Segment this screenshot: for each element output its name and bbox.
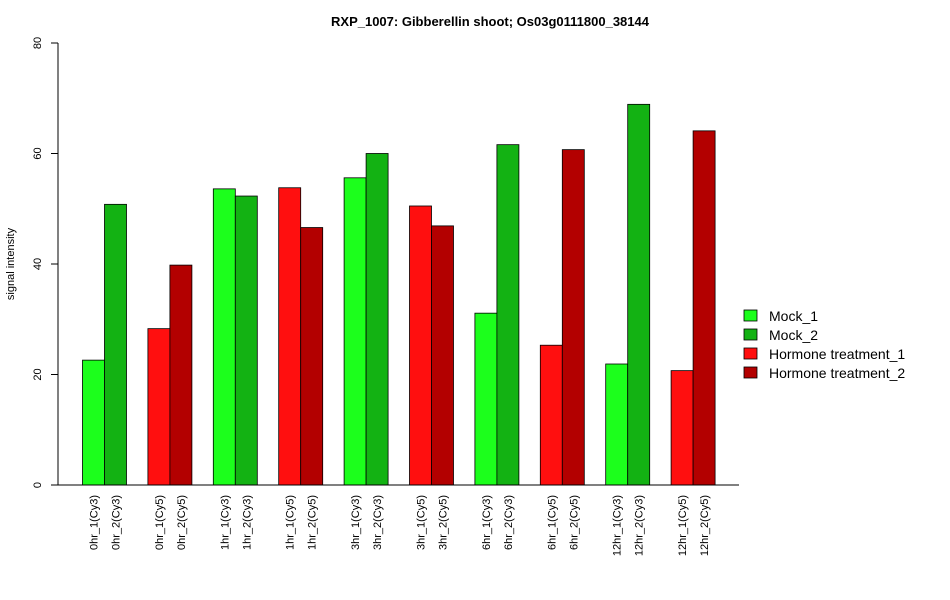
bar-1hr_2(Cy5)	[300, 227, 324, 486]
bar-1hr_1(Cy5)	[278, 187, 302, 486]
bar-12hr_2(Cy5)	[692, 130, 716, 486]
bar-0hr_2(Cy3)	[104, 203, 127, 486]
y-axis-label: signal intensity	[5, 227, 17, 300]
y-tick-label: 80	[32, 37, 44, 49]
x-tick-label: 6hr_2(Cy5)	[568, 495, 580, 550]
bar-1hr_1(Cy3)	[212, 188, 236, 486]
x-tick-label: 3hr_2(Cy3)	[372, 495, 384, 550]
bar-6hr_2(Cy3)	[496, 144, 520, 486]
legend-swatch	[743, 328, 758, 341]
x-axis: 0hr_1(Cy3) 0hr_2(Cy3) 0hr_1(Cy5) 0hr_2(Cy5)…	[58, 484, 739, 556]
bar-6hr_1(Cy3)	[474, 312, 498, 486]
y-tick-label: 60	[32, 147, 44, 159]
x-tick-label: 12hr_2(Cy3)	[634, 495, 646, 556]
chart-title: RXP_1007: Gibberellin shoot; Os03g011180…	[331, 14, 650, 29]
y-axis: 0 20 40 60 80	[32, 37, 59, 488]
legend-swatch	[743, 366, 758, 379]
bar-3hr_2(Cy3)	[365, 153, 389, 486]
legend-label: Hormone treatment_2	[769, 365, 905, 381]
x-tick-label: 12hr_1(Cy5)	[677, 495, 689, 556]
x-tick-label: 1hr_2(Cy3)	[241, 495, 253, 550]
y-tick-label: 40	[32, 258, 44, 270]
x-tick-label: 6hr_1(Cy5)	[546, 495, 558, 550]
x-tick-label: 12hr_1(Cy3)	[612, 495, 624, 556]
bar-12hr_2(Cy3)	[627, 103, 651, 486]
bar-6hr_2(Cy5)	[561, 149, 585, 486]
bar-6hr_1(Cy5)	[539, 344, 563, 486]
x-tick-label: 1hr_1(Cy5)	[285, 495, 297, 550]
bar-12hr_1(Cy3)	[605, 363, 629, 486]
x-tick-label: 0hr_2(Cy5)	[176, 495, 188, 550]
x-tick-label: 0hr_1(Cy3)	[89, 495, 101, 550]
bar-0hr_1(Cy3)	[82, 359, 105, 486]
legend-swatch	[743, 347, 758, 360]
legend-label: Hormone treatment_1	[769, 346, 905, 362]
x-tick-label: 1hr_1(Cy3)	[219, 495, 231, 550]
x-tick-label: 12hr_2(Cy5)	[699, 495, 711, 556]
x-tick-label: 6hr_1(Cy3)	[481, 495, 493, 550]
bar-3hr_1(Cy3)	[343, 177, 367, 486]
legend-label: Mock_2	[769, 327, 818, 343]
y-tick-label: 20	[32, 368, 44, 380]
x-tick-label: 1hr_2(Cy5)	[307, 495, 319, 550]
bar-3hr_1(Cy5)	[409, 205, 432, 486]
x-tick-label: 3hr_2(Cy5)	[438, 495, 450, 550]
x-tick-label: 0hr_1(Cy5)	[154, 495, 166, 550]
x-tick-label: 6hr_2(Cy3)	[503, 495, 515, 550]
bar-0hr_2(Cy5)	[169, 264, 193, 486]
bar-3hr_2(Cy5)	[431, 225, 454, 486]
plot-area	[82, 103, 716, 486]
bar-12hr_1(Cy5)	[670, 370, 694, 486]
y-tick-label: 0	[32, 482, 44, 488]
bar-0hr_1(Cy5)	[147, 328, 171, 486]
x-tick-label: 3hr_1(Cy3)	[350, 495, 362, 550]
legend-label: Mock_1	[769, 308, 818, 324]
legend-swatch	[743, 309, 758, 322]
x-tick-label: 0hr_2(Cy3)	[111, 495, 123, 550]
x-tick-label: 3hr_1(Cy5)	[416, 495, 428, 550]
bar-1hr_2(Cy3)	[234, 195, 258, 486]
legend: Mock_1 Mock_2 Hormone treatment_1 Hormone t…	[743, 308, 905, 381]
